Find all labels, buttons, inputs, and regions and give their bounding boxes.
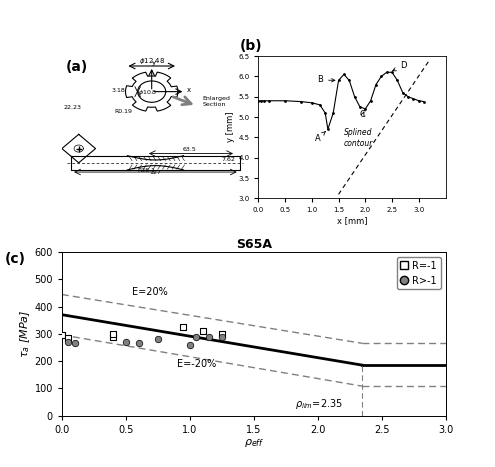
Text: $\rho_{lim}$=2.35: $\rho_{lim}$=2.35 bbox=[295, 397, 343, 411]
R=-1 bbox=[179, 323, 187, 331]
Text: 7.62: 7.62 bbox=[221, 156, 235, 162]
Text: 63.5: 63.5 bbox=[182, 148, 196, 152]
Text: (c): (c) bbox=[4, 252, 25, 266]
Text: $\phi$10.8: $\phi$10.8 bbox=[138, 88, 158, 98]
Text: R0.19: R0.19 bbox=[115, 109, 133, 114]
Text: C: C bbox=[360, 110, 366, 119]
R>-1 bbox=[135, 340, 143, 347]
R>-1 bbox=[154, 335, 162, 343]
Text: (b): (b) bbox=[240, 39, 262, 53]
Text: x: x bbox=[187, 86, 192, 92]
R=-1 bbox=[218, 330, 226, 338]
R>-1 bbox=[186, 341, 194, 348]
Text: y: y bbox=[151, 60, 156, 65]
Text: R38.1: R38.1 bbox=[137, 168, 155, 173]
R=-1 bbox=[109, 333, 117, 340]
Text: $\phi$12.48: $\phi$12.48 bbox=[139, 56, 165, 66]
R=-1 bbox=[64, 334, 72, 342]
Text: E=20%: E=20% bbox=[132, 287, 168, 297]
R=-1 bbox=[198, 327, 206, 335]
R>-1 bbox=[64, 338, 72, 346]
Title: S65A: S65A bbox=[236, 238, 272, 251]
Text: D: D bbox=[393, 61, 406, 71]
Text: Splined
contour: Splined contour bbox=[344, 128, 373, 148]
R>-1 bbox=[192, 333, 200, 340]
Y-axis label: $\tau_a$ [MPa]: $\tau_a$ [MPa] bbox=[18, 310, 32, 358]
Text: 127: 127 bbox=[149, 170, 161, 175]
X-axis label: x [mm]: x [mm] bbox=[337, 216, 367, 225]
Text: A: A bbox=[314, 132, 325, 143]
R>-1 bbox=[218, 333, 226, 340]
Text: Enlarged
Section: Enlarged Section bbox=[202, 96, 230, 107]
R>-1 bbox=[205, 333, 213, 340]
R=-1 bbox=[58, 332, 66, 339]
Legend: R=-1, R>-1: R=-1, R>-1 bbox=[396, 257, 441, 290]
Y-axis label: y [mm]: y [mm] bbox=[226, 112, 235, 142]
Text: B: B bbox=[317, 76, 335, 85]
R>-1 bbox=[71, 340, 79, 347]
Text: (a): (a) bbox=[66, 60, 88, 74]
Text: 3.18: 3.18 bbox=[111, 88, 125, 92]
X-axis label: $\rho_{eff}$: $\rho_{eff}$ bbox=[244, 438, 264, 449]
Text: 22.23: 22.23 bbox=[64, 105, 82, 110]
R=-1 bbox=[109, 330, 117, 338]
R>-1 bbox=[122, 338, 130, 346]
Text: E=-20%: E=-20% bbox=[177, 359, 216, 369]
